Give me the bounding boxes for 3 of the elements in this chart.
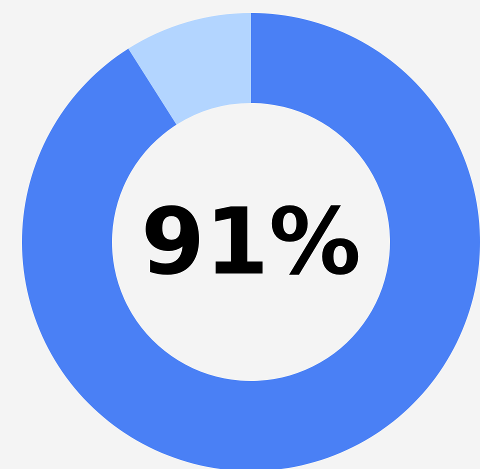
data-label: 91%: [140, 188, 362, 296]
donut-slice: [22, 13, 480, 469]
donut-slice: [128, 13, 251, 125]
